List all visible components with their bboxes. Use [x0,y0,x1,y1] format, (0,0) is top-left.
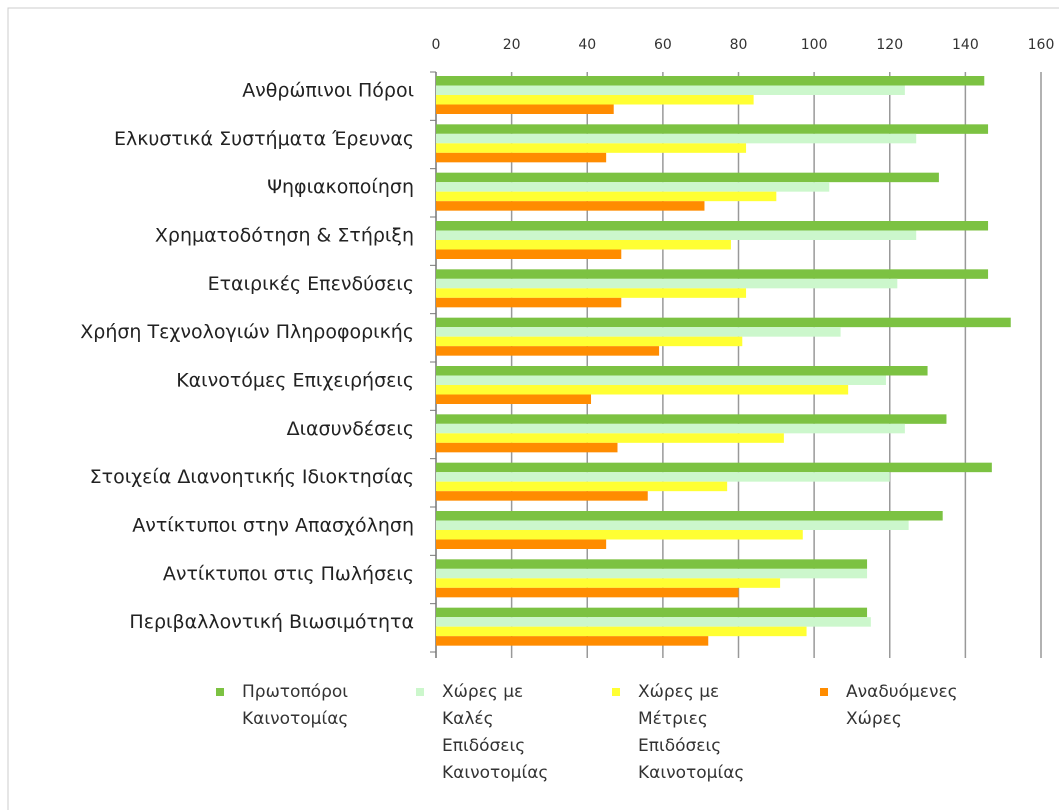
bar [436,366,928,376]
bar [436,133,917,144]
category-label: Ελκυστικά Συστήματα Έρευνας [114,128,414,150]
legend-swatch [416,688,424,696]
legend-swatch [820,688,828,696]
bar [436,336,743,347]
bar [436,617,871,627]
bar [436,520,909,530]
bar [436,472,890,482]
bar [436,394,592,404]
bar [436,559,868,569]
legend-label: Χώρες με Καλές Επιδόσεις Καινοτομίας [442,682,549,783]
category-label: Χρήση Τεχνολογιών Πληροφορικής [80,321,414,343]
x-tick-label: 120 [876,37,903,53]
bar [436,288,747,298]
bar [436,152,607,163]
bar [436,249,622,259]
bar [436,433,784,443]
bar [436,385,849,395]
bar [436,414,947,424]
bar [436,442,618,453]
frame [7,7,1059,810]
category-label: Ανθρώπινοι Πόροι [242,80,414,102]
category-label: Καινοτόμες Επιχειρήσεις [176,370,414,392]
x-tick-label: 140 [952,37,979,53]
bar [436,327,841,337]
category-label: Εταιρικές Επενδύσεις [208,273,414,295]
bar [436,607,868,618]
bar [436,375,886,385]
bar [436,491,648,501]
bar [436,587,739,598]
x-tick-label: 160 [1028,37,1055,53]
legend-label: Χώρες με Μέτριες Επιδόσεις Καινοτομίας [638,682,745,783]
bar [436,221,989,231]
legend-label: Αναδυόμενες Χώρες [846,682,958,729]
bar [436,462,992,473]
bar [436,481,728,492]
bar [436,95,754,105]
bar [436,201,705,211]
category-label: Διασυνδέσεις [287,418,414,440]
bar [436,85,905,95]
bar [436,578,781,588]
x-tick-label: 80 [730,37,748,53]
x-tick-label: 60 [654,37,672,53]
category-label: Στοιχεία Διανοητικής Ιδιοκτησίας [90,466,414,488]
category-label: Περιβαλλοντική Βιωσιμότητα [129,611,414,633]
bar [436,346,660,356]
category-label: Ψηφιακοποίηση [267,176,414,198]
category-label: Αντίκτυποι στην Απασχόληση [132,515,414,537]
bar [436,297,622,308]
bar [436,278,898,289]
bar [436,568,868,579]
legend-label: Πρωτοπόροι Καινοτομίας [242,682,349,729]
legend-swatch [612,688,620,696]
bar [436,76,985,86]
bar [436,172,939,183]
bar [436,511,943,521]
bar [436,240,731,250]
bar [436,143,747,153]
category-label: Αντίκτυποι στις Πωλήσεις [163,563,414,585]
bar [436,191,777,202]
bar [436,230,917,240]
bar [436,104,614,114]
bar [436,182,830,192]
x-tick-label: 100 [801,37,828,53]
bar [436,636,709,646]
bar [436,530,803,540]
x-tick-label: 40 [578,37,596,53]
x-tick-label: 0 [432,37,441,53]
bar [436,269,989,279]
category-label: Χρηματοδότηση & Στήριξη [155,225,414,247]
bar [436,317,1011,328]
bar [436,626,807,637]
bar [436,124,989,134]
bar [436,423,905,434]
x-tick-label: 20 [503,37,521,53]
bar [436,539,607,549]
legend-swatch [216,688,224,696]
